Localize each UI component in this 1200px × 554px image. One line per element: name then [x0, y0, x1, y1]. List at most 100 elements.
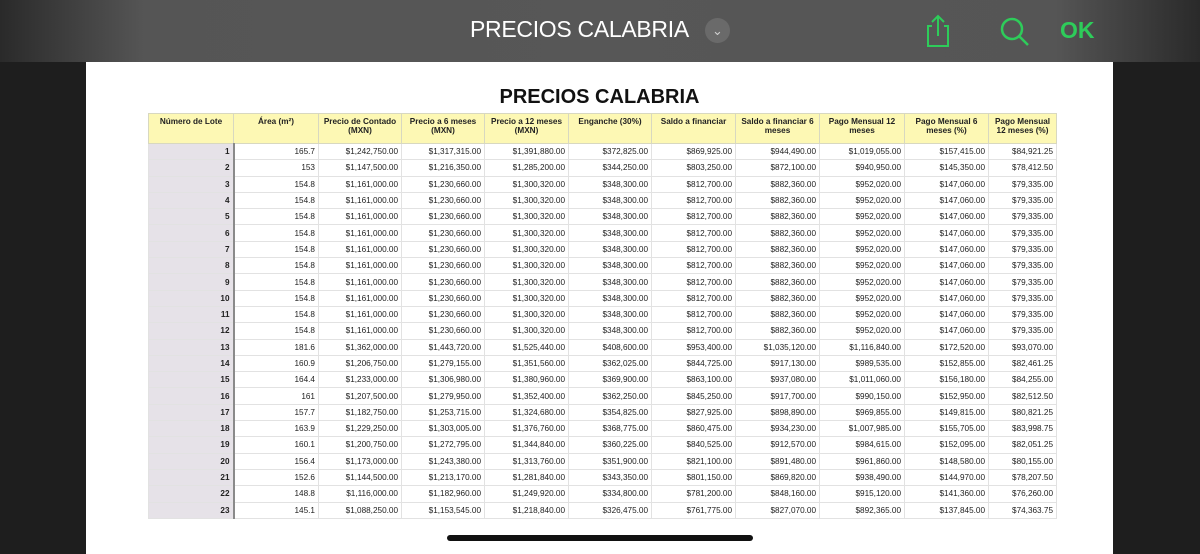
table-cell[interactable]: $1,206,750.00 [318, 354, 402, 373]
table-cell[interactable]: $1,230,660.00 [401, 289, 485, 307]
table-cell[interactable]: $812,700.00 [651, 191, 736, 210]
table-cell[interactable]: $898,890.00 [735, 403, 820, 422]
table-cell[interactable]: $944,490.00 [735, 142, 820, 161]
table-cell[interactable]: $937,080.00 [735, 371, 820, 389]
table-cell[interactable]: $917,130.00 [735, 354, 820, 373]
table-cell[interactable]: $1,249,920.00 [484, 485, 569, 503]
column-header[interactable]: Enganche (30%) [568, 113, 652, 144]
table-cell[interactable]: 154.8 [233, 175, 319, 193]
table-cell[interactable]: $1,144,500.00 [318, 468, 402, 487]
table-cell[interactable]: 154.8 [233, 240, 319, 259]
table-cell[interactable]: $79,335.00 [988, 305, 1057, 324]
table-cell[interactable]: $145,350.00 [904, 159, 989, 177]
table-cell[interactable]: 181.6 [233, 338, 319, 356]
table-cell[interactable]: $74,363.75 [988, 501, 1057, 519]
table-cell[interactable]: 163.9 [233, 420, 319, 438]
table-cell[interactable]: $1,161,000.00 [318, 208, 402, 226]
table-cell[interactable]: 154.8 [233, 305, 319, 324]
column-header[interactable]: Pago Mensual 12 meses (%) [988, 113, 1057, 144]
table-cell[interactable]: $348,300.00 [568, 273, 652, 291]
table-cell[interactable]: $369,900.00 [568, 371, 652, 389]
column-header[interactable]: Área (m²) [233, 113, 319, 144]
table-cell[interactable]: $953,400.00 [651, 338, 736, 356]
table-cell[interactable]: $1,116,840.00 [819, 338, 905, 356]
table-cell[interactable]: $1,317,315.00 [401, 142, 485, 161]
table-cell[interactable]: $1,230,660.00 [401, 305, 485, 324]
table-cell[interactable]: 154.8 [233, 257, 319, 275]
table-cell[interactable]: $940,950.00 [819, 159, 905, 177]
lot-number-cell[interactable]: 15 [148, 371, 235, 389]
table-cell[interactable]: $1,088,250.00 [318, 501, 402, 519]
table-cell[interactable]: $147,060.00 [904, 240, 989, 259]
table-cell[interactable]: $812,700.00 [651, 289, 736, 307]
lot-number-cell[interactable]: 20 [148, 452, 235, 470]
table-cell[interactable]: $961,860.00 [819, 452, 905, 470]
table-cell[interactable]: 145.1 [233, 501, 319, 519]
lot-number-cell[interactable]: 19 [148, 436, 235, 454]
table-cell[interactable]: $80,155.00 [988, 452, 1057, 470]
table-cell[interactable]: 154.8 [233, 191, 319, 210]
table-cell[interactable]: $137,845.00 [904, 501, 989, 519]
table-cell[interactable]: $812,700.00 [651, 240, 736, 259]
table-cell[interactable]: $348,300.00 [568, 289, 652, 307]
column-header[interactable]: Precio de Contado (MXN) [318, 113, 402, 144]
share-icon[interactable] [922, 13, 954, 54]
table-cell[interactable]: $1,300,320.00 [484, 175, 569, 193]
table-cell[interactable]: $952,020.00 [819, 322, 905, 340]
table-cell[interactable]: $1,351,560.00 [484, 354, 569, 373]
table-cell[interactable]: $362,250.00 [568, 387, 652, 405]
lot-number-cell[interactable]: 12 [148, 322, 235, 340]
table-cell[interactable]: $882,360.00 [735, 208, 820, 226]
table-cell[interactable]: $1,161,000.00 [318, 305, 402, 324]
lot-number-cell[interactable]: 17 [148, 403, 235, 422]
table-cell[interactable]: $147,060.00 [904, 191, 989, 210]
table-cell[interactable]: $952,020.00 [819, 257, 905, 275]
table-cell[interactable]: $1,272,795.00 [401, 436, 485, 454]
table-cell[interactable]: $1,161,000.00 [318, 273, 402, 291]
table-cell[interactable]: $82,461.25 [988, 354, 1057, 373]
table-cell[interactable]: $147,060.00 [904, 322, 989, 340]
table-cell[interactable]: $148,580.00 [904, 452, 989, 470]
table-cell[interactable]: $354,825.00 [568, 403, 652, 422]
table-cell[interactable]: $1,230,660.00 [401, 257, 485, 275]
table-cell[interactable]: 156.4 [233, 452, 319, 470]
column-header[interactable]: Pago Mensual 6 meses (%) [904, 113, 989, 144]
table-cell[interactable]: $990,150.00 [819, 387, 905, 405]
table-cell[interactable]: $1,324,680.00 [484, 403, 569, 422]
table-cell[interactable]: 154.8 [233, 273, 319, 291]
table-cell[interactable]: $1,161,000.00 [318, 322, 402, 340]
table-cell[interactable]: $408,600.00 [568, 338, 652, 356]
table-cell[interactable]: $812,700.00 [651, 257, 736, 275]
table-cell[interactable]: $1,300,320.00 [484, 240, 569, 259]
table-cell[interactable]: $79,335.00 [988, 322, 1057, 340]
lot-number-cell[interactable]: 5 [148, 208, 235, 226]
table-cell[interactable]: $79,335.00 [988, 175, 1057, 193]
lot-number-cell[interactable]: 7 [148, 240, 235, 259]
table-cell[interactable]: $882,360.00 [735, 240, 820, 259]
table-cell[interactable]: 152.6 [233, 468, 319, 487]
table-cell[interactable]: $79,335.00 [988, 240, 1057, 259]
table-cell[interactable]: $952,020.00 [819, 273, 905, 291]
table-cell[interactable]: $882,360.00 [735, 191, 820, 210]
table-cell[interactable]: $984,615.00 [819, 436, 905, 454]
table-cell[interactable]: $1,380,960.00 [484, 371, 569, 389]
table-cell[interactable]: $1,242,750.00 [318, 142, 402, 161]
table-cell[interactable]: $882,360.00 [735, 322, 820, 340]
table-cell[interactable]: $172,520.00 [904, 338, 989, 356]
table-cell[interactable]: $334,800.00 [568, 485, 652, 503]
table-cell[interactable]: 164.4 [233, 371, 319, 389]
table-cell[interactable]: $1,300,320.00 [484, 289, 569, 307]
table-cell[interactable]: $1,161,000.00 [318, 175, 402, 193]
lot-number-cell[interactable]: 21 [148, 468, 235, 487]
table-cell[interactable]: $1,300,320.00 [484, 257, 569, 275]
table-cell[interactable]: $844,725.00 [651, 354, 736, 373]
table-cell[interactable]: 161 [233, 387, 319, 405]
table-cell[interactable]: $147,060.00 [904, 289, 989, 307]
table-cell[interactable]: $1,443,720.00 [401, 338, 485, 356]
table-cell[interactable]: $915,120.00 [819, 485, 905, 503]
table-cell[interactable]: $1,230,660.00 [401, 240, 485, 259]
table-cell[interactable]: $872,100.00 [735, 159, 820, 177]
table-cell[interactable]: $1,300,320.00 [484, 273, 569, 291]
table-cell[interactable]: $863,100.00 [651, 371, 736, 389]
table-cell[interactable]: $147,060.00 [904, 175, 989, 193]
